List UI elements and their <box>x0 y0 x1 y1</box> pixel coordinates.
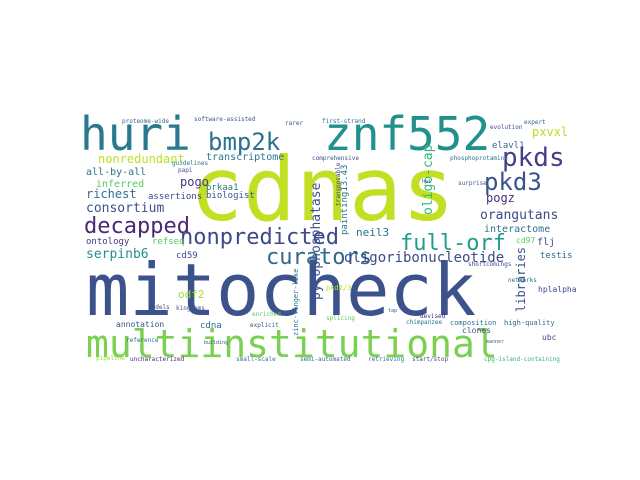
word-annotation: annotation <box>116 320 164 329</box>
word-ubc: ubc <box>542 333 557 342</box>
word-znf552: znf552 <box>324 107 490 161</box>
word-elavl1: elavl1 <box>492 141 525 151</box>
word-surprise: surprise <box>458 180 487 187</box>
word-hpl: hpl <box>422 179 431 185</box>
word-software-assisted: software-assisted <box>194 116 256 123</box>
word-guidelines: guidelines <box>172 160 209 167</box>
word-orangutans: orangutans <box>480 208 558 223</box>
word-cpg-island: cpg-island-containing <box>484 356 560 363</box>
word-manner: manner <box>486 339 504 345</box>
word-full-orf: full-orf <box>400 231 506 256</box>
word-cd97: cd97 <box>516 236 535 245</box>
word-indels: indels <box>148 304 170 311</box>
word-shortcomings: shortcomings <box>468 261 512 268</box>
word-multiinstitutional: multiinstitutional <box>86 322 498 366</box>
word-painting: painting13.43 <box>340 165 350 235</box>
word-high-quality: high-quality <box>504 319 555 327</box>
word-cdna: cdna <box>200 321 222 331</box>
word-bmp2k: bmp2k <box>208 128 281 156</box>
word-prkaa1: prkaa1 <box>206 183 239 193</box>
word-networks: networks <box>508 277 537 284</box>
word-splicing: splicing <box>326 315 355 322</box>
word-decapped: decapped <box>84 214 190 239</box>
word-evolution: evolution <box>490 124 523 131</box>
word-enriched: enriched <box>252 311 281 318</box>
word-pyrophosphatase: pyrophosphatase <box>309 182 324 300</box>
word-richest: richest <box>86 187 137 201</box>
word-reference: reference <box>126 337 159 344</box>
word-phosphoprotamine: phosphoprotamine <box>450 155 508 162</box>
word-expert: expert <box>524 119 546 126</box>
word-kingdoms: kingdoms <box>176 305 205 312</box>
word-consortium: consortium <box>86 201 164 216</box>
word-ontology: ontology <box>86 237 130 247</box>
word-start-stop: start/stop <box>412 356 449 363</box>
word-pogo: pogo <box>180 175 209 189</box>
word-neil3: neil3 <box>356 226 389 239</box>
word-flj: flj <box>537 237 555 248</box>
word-inferred: inferred <box>96 179 144 190</box>
word-composition: composition <box>450 319 496 327</box>
word-building: building <box>204 340 228 346</box>
word-comprehensive: comprehensive <box>312 155 359 162</box>
word-libraries: libraries <box>514 247 528 312</box>
word-transcriptome: transcriptome <box>206 152 284 163</box>
word-pkds: pkds <box>502 143 565 173</box>
word-testis: testis <box>540 251 573 261</box>
word-clones: clones <box>462 326 491 335</box>
word-assertions: assertions <box>148 192 202 202</box>
word-zinc-finger-like: zinc-finger-like <box>292 269 300 336</box>
word-interactome: interactome <box>484 224 550 235</box>
word-serpinb6: serpinb6 <box>86 247 149 262</box>
word-tap: tap <box>388 308 397 314</box>
word-uncharacterized: uncharacterized <box>130 356 185 363</box>
word-explicit: explicit <box>250 322 279 329</box>
word-transposable-v: transposable <box>335 162 342 206</box>
word-curators: curators <box>266 245 372 270</box>
word-pogz: pogz <box>486 191 515 205</box>
word-pkd3: pkd3 <box>484 168 542 196</box>
word-oligo-cap: oligo-cap <box>421 144 436 215</box>
word-semi-automated: semi-automated <box>300 356 351 363</box>
word-hplalpha: hplalpha <box>538 285 577 294</box>
word-oligoribonucleotide: oligoribonucleotide <box>344 250 504 266</box>
word-pipeline: pipeline <box>96 355 125 362</box>
word-odf2: odf2 <box>178 288 205 301</box>
word-pxvxl: pxvxl <box>532 125 568 139</box>
word-retrieving: retrieving <box>368 356 405 363</box>
word-devised: devised <box>420 313 446 320</box>
word-pkd2-3: pkd2/3 <box>326 284 351 292</box>
word-mitocheck: mitocheck <box>86 248 476 332</box>
word-small-scale: small-scale <box>236 356 276 363</box>
word-nonredundant: nonredundant <box>98 152 185 166</box>
word-huri: huri <box>80 107 191 161</box>
word-first-strand: first-strand <box>322 118 366 125</box>
word-all-by-all: all-by-all <box>86 167 146 178</box>
word-proteome-wide: proteome-wide <box>122 118 169 125</box>
word-cd59: cd59 <box>176 251 198 261</box>
word-biologist: biologist <box>206 191 255 201</box>
word-refseq: refseq <box>152 237 185 247</box>
word-nonpredicted: nonpredicted <box>180 225 339 250</box>
word-papi: papi <box>178 167 193 174</box>
word-cdnas: cdnas <box>190 138 455 241</box>
word-chimpanzee: chimpanzee <box>406 319 443 326</box>
word-rarer: rarer <box>285 120 303 127</box>
